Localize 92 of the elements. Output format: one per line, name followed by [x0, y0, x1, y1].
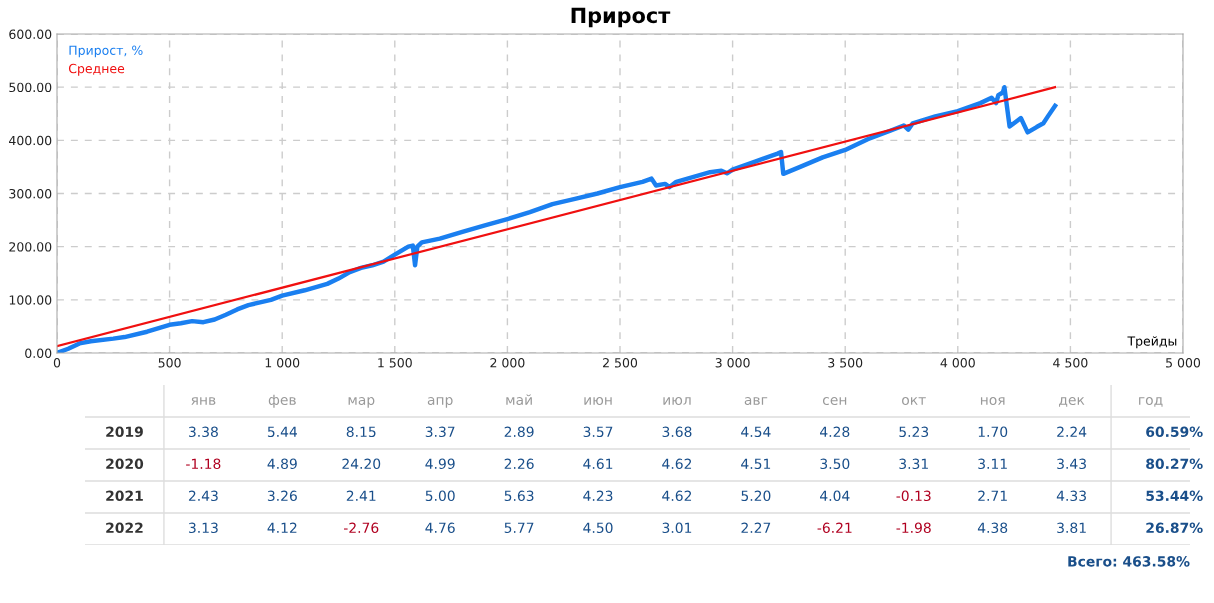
y-tick-label: 2020 [106, 458, 144, 470]
data-label: 53.44% [1146, 490, 1203, 502]
data-label: 1.70 [978, 426, 1008, 438]
data-label: 5.20 [741, 490, 771, 502]
data-label: 2.27 [741, 522, 771, 533]
data-label: 3.37 [425, 426, 455, 438]
data-label: 24.20 [342, 458, 381, 470]
data-label: -6.21 [817, 522, 852, 534]
x-tick-label: 1 500 [378, 358, 412, 368]
x-tick-label: авг [744, 397, 768, 406]
data-label: 4.99 [425, 458, 455, 470]
data-label: 5.00 [425, 490, 455, 502]
x-tick-label: 5 000 [1166, 358, 1201, 368]
data-label: 4.33 [1056, 490, 1086, 502]
x-tick-label: фев [268, 394, 296, 408]
data-label: 5.77 [504, 522, 534, 534]
x-tick-label: 2 000 [490, 358, 525, 368]
data-label: 60.59% [1146, 426, 1203, 438]
y-tick-label: 500.00 [9, 82, 52, 93]
data-label: 3.13 [188, 522, 218, 534]
data-label: 3.81 [1057, 522, 1086, 534]
x-tick-label: дек [1059, 397, 1085, 407]
x-tick-label: 4 000 [940, 358, 975, 368]
data-label: 8.15 [346, 426, 376, 438]
data-label: 4.62 [662, 490, 692, 502]
y-tick-label: 200.00 [9, 242, 52, 252]
data-label: 2.89 [504, 426, 534, 438]
x-tick-label: апр [427, 397, 453, 408]
data-label: 2.71 [978, 490, 1007, 501]
data-label: 4.54 [741, 426, 771, 438]
data-label: 3.57 [583, 426, 613, 438]
data-label: 2.24 [1057, 426, 1087, 437]
x-tick-label: 0 [53, 358, 61, 368]
x-axis-title: Трейды [1127, 336, 1177, 349]
x-tick-label: 500 [158, 358, 181, 368]
x-tick-label: 3 000 [715, 358, 750, 368]
x-tick-label: янв [191, 397, 216, 405]
x-tick-label: мар [348, 397, 375, 408]
data-label: 3.43 [1057, 458, 1086, 470]
data-label: 4.50 [583, 522, 613, 534]
text: Среднее [68, 63, 125, 76]
data-label: 2.43 [188, 490, 218, 502]
data-label: 3.50 [820, 458, 850, 470]
chart-title: Прирост [571, 7, 671, 28]
data-label: -2.76 [343, 522, 379, 534]
x-tick-label: июл [663, 397, 691, 406]
x-tick-label: июн [584, 397, 612, 406]
data-label: 2.26 [504, 458, 534, 470]
x-tick-label: 1 000 [265, 358, 300, 368]
data-label: 4.76 [425, 522, 455, 534]
x-tick-label: ноя [980, 397, 1005, 406]
data-label: 4.38 [977, 522, 1008, 534]
y-tick-label: 100.00 [9, 295, 52, 305]
y-tick-label: 0.00 [25, 348, 52, 358]
x-tick-label: год [1139, 397, 1163, 407]
data-label: 5.44 [267, 426, 297, 438]
data-label: 3.26 [267, 490, 297, 502]
y-tick-label: 2019 [106, 426, 143, 438]
data-label: 2.41 [346, 490, 376, 501]
data-label: 26.87% [1146, 522, 1203, 534]
data-label: 3.38 [188, 426, 218, 438]
text: Всего: 463.58% [1068, 556, 1190, 567]
x-tick-label: 3 500 [828, 358, 863, 368]
y-tick-label: 2021 [106, 490, 143, 502]
data-label: 4.61 [583, 458, 613, 470]
x-tick-label: 4 500 [1053, 358, 1088, 368]
data-label: -0.13 [896, 490, 931, 502]
data-label: 80.27% [1146, 458, 1203, 470]
data-label: 4.12 [267, 522, 297, 533]
data-label: 4.51 [741, 458, 771, 470]
x-tick-label: май [506, 394, 532, 406]
y-tick-label: 300.00 [9, 188, 52, 199]
y-tick-label: 600.00 [9, 29, 52, 39]
data-label: 4.23 [583, 490, 613, 502]
data-label: 4.62 [662, 458, 692, 470]
y-tick-label: 400.00 [9, 135, 52, 146]
text: Прирост, % [69, 45, 143, 58]
x-tick-label: сен [822, 397, 847, 406]
data-label: -1.98 [896, 522, 931, 534]
data-label: 3.01 [662, 522, 692, 534]
data-label: 3.68 [662, 426, 692, 438]
x-tick-label: 2 500 [603, 358, 638, 368]
data-label: 3.31 [899, 458, 928, 470]
data-label: 4.89 [267, 458, 297, 470]
data-label: 4.04 [820, 490, 850, 502]
x-tick-label: окт [902, 397, 926, 406]
y-tick-label: 2022 [106, 522, 143, 534]
data-label: 5.23 [899, 426, 929, 438]
data-label: 5.63 [504, 490, 534, 502]
data-label: 3.11 [978, 458, 1007, 470]
data-label: -1.18 [186, 458, 221, 470]
data-label: 4.28 [820, 426, 850, 438]
